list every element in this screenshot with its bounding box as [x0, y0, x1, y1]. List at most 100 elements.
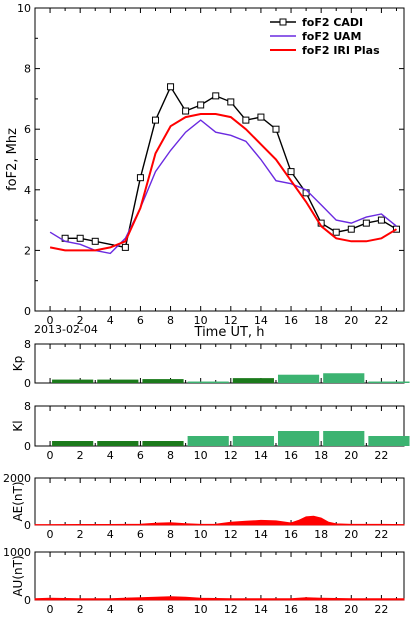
- y-tick-label-0: 2: [24, 244, 31, 257]
- legend-marker: [279, 18, 287, 26]
- y-tick-label-0: 0: [24, 305, 31, 318]
- bar: [187, 381, 229, 383]
- y-tick-label-0: 6: [24, 123, 31, 136]
- x-tick-label-2: 0: [47, 449, 54, 462]
- bar: [97, 441, 139, 446]
- bar: [232, 378, 274, 383]
- x-tick-label-0: 2: [77, 314, 84, 327]
- area-fill-3: [34, 515, 405, 526]
- y-tick-label-0: 8: [24, 63, 31, 76]
- x-tick-label-0: 20: [344, 314, 358, 327]
- x-tick-label-3: 4: [107, 528, 114, 541]
- x-tick-label-4: 12: [224, 603, 238, 616]
- x-tick-label-4: 4: [107, 603, 114, 616]
- x-tick-label-3: 16: [284, 528, 298, 541]
- data-point: [121, 243, 129, 251]
- x-tick-label-0: 14: [254, 314, 268, 327]
- x-tick-label-2: 8: [167, 449, 174, 462]
- y-axis-label-2: Kl: [11, 420, 25, 431]
- y-tick-label-2: 8: [24, 400, 31, 413]
- x-tick-label-0: 12: [224, 314, 238, 327]
- x-tick-label-2: 6: [137, 449, 144, 462]
- data-point: [182, 107, 190, 115]
- x-tick-label-2: 12: [224, 449, 238, 462]
- y-axis-label-1: Kp: [11, 356, 25, 372]
- x-tick-label-3: 14: [254, 528, 268, 541]
- x-tick-label-4: 22: [374, 603, 388, 616]
- y-tick-label-2: 0: [24, 440, 31, 453]
- bar: [97, 379, 139, 383]
- y-tick-label-1: 0: [24, 377, 31, 390]
- x-tick-label-0: 10: [194, 314, 208, 327]
- y-axis-label-0: foF2, Mhz: [5, 128, 20, 191]
- data-point: [272, 125, 280, 133]
- x-tick-label-0: 18: [314, 314, 328, 327]
- data-point: [76, 234, 84, 242]
- data-point: [332, 228, 340, 236]
- x-tick-label-0: 16: [284, 314, 298, 327]
- x-tick-label-4: 10: [194, 603, 208, 616]
- y-tick-label-3: 2000: [3, 472, 31, 485]
- x-tick-label-2: 14: [254, 449, 268, 462]
- series-line-2: [49, 113, 398, 252]
- x-tick-label-3: 0: [47, 528, 54, 541]
- x-tick-label-4: 0: [47, 603, 54, 616]
- data-point: [197, 101, 205, 109]
- x-tick-label-2: 16: [284, 449, 298, 462]
- x-tick-label-3: 6: [137, 528, 144, 541]
- data-point: [347, 225, 355, 233]
- x-tick-label-2: 10: [194, 449, 208, 462]
- x-tick-label-4: 2: [77, 603, 84, 616]
- data-point: [91, 237, 99, 245]
- legend-entry-2: foF2 IRI Plas: [302, 44, 380, 57]
- data-point: [212, 92, 220, 100]
- bar: [323, 373, 365, 383]
- date-label: 2013-02-04: [34, 323, 98, 336]
- bar: [368, 381, 410, 383]
- data-point: [287, 168, 295, 176]
- data-point: [167, 83, 175, 91]
- x-tick-label-4: 8: [167, 603, 174, 616]
- x-tick-label-3: 12: [224, 528, 238, 541]
- y-tick-label-4: 0: [24, 594, 31, 607]
- x-tick-label-3: 8: [167, 528, 174, 541]
- bar: [368, 436, 410, 446]
- bar: [277, 374, 320, 383]
- x-tick-label-3: 2: [77, 528, 84, 541]
- x-tick-label-0: 6: [137, 314, 144, 327]
- y-tick-label-4: 1000: [3, 546, 31, 559]
- x-tick-label-2: 22: [374, 449, 388, 462]
- legend-entry-0: foF2 CADI: [302, 16, 363, 29]
- x-tick-label-4: 20: [344, 603, 358, 616]
- y-tick-label-3: 0: [24, 519, 31, 532]
- plot-frame-4: [34, 551, 405, 601]
- bar: [52, 441, 94, 446]
- bar: [323, 431, 365, 446]
- x-tick-label-4: 14: [254, 603, 268, 616]
- legend-entry-1: foF2 UAM: [302, 30, 361, 43]
- y-tick-label-0: 4: [24, 184, 31, 197]
- bar: [52, 379, 94, 383]
- x-tick-label-2: 20: [344, 449, 358, 462]
- x-tick-label-0: 4: [107, 314, 114, 327]
- y-tick-label-0: 10: [17, 2, 31, 15]
- y-tick-label-1: 8: [24, 338, 31, 351]
- y-axis-label-3: AE(nT): [11, 481, 25, 521]
- data-point: [362, 219, 370, 227]
- bar: [142, 379, 184, 383]
- data-point: [242, 116, 250, 124]
- x-tick-label-3: 10: [194, 528, 208, 541]
- x-tick-label-0: 8: [167, 314, 174, 327]
- plot-frame-3: [34, 477, 405, 526]
- bar: [187, 436, 229, 446]
- x-tick-label-0: 0: [47, 314, 54, 327]
- bar: [232, 436, 274, 446]
- x-tick-label-4: 6: [137, 603, 144, 616]
- x-tick-label-3: 22: [374, 528, 388, 541]
- x-tick-label-3: 20: [344, 528, 358, 541]
- series-line-1: [49, 119, 397, 255]
- area-fill-4: [34, 596, 405, 601]
- x-axis-label: Time UT, h: [194, 325, 265, 340]
- data-point: [257, 113, 265, 121]
